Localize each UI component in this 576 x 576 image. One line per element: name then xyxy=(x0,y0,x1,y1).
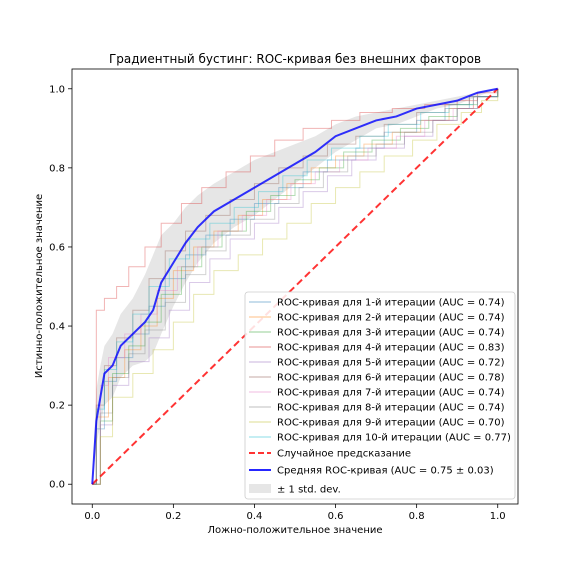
legend-label: Случайное предсказание xyxy=(277,449,411,460)
legend-entry: ROC-кривая для 9-й итерации (AUC = 0.70) xyxy=(249,418,505,429)
legend-entry: ROC-кривая для 1-й итерации (AUC = 0.74) xyxy=(249,298,505,309)
legend-entry: ROC-кривая для 2-й итерации (AUC = 0.74) xyxy=(249,313,505,324)
legend-entry: ROC-кривая для 6-й итерации (AUC = 0.78) xyxy=(249,373,505,384)
y-tick-label: 0.8 xyxy=(49,163,65,174)
x-tick-label: 0.6 xyxy=(328,511,344,522)
legend-label: ROC-кривая для 2-й итерации (AUC = 0.74) xyxy=(277,313,505,324)
x-tick-label: 0.2 xyxy=(165,511,181,522)
legend-entry: ROC-кривая для 10-й итерации (AUC = 0.77… xyxy=(249,433,511,444)
legend-entry: ROC-кривая для 4-й итерации (AUC = 0.83) xyxy=(249,343,505,354)
x-tick-label: 0.0 xyxy=(84,511,100,522)
y-tick-label: 0.4 xyxy=(49,322,65,333)
chart-title: Градиентный бустинг: ROC-кривая без внеш… xyxy=(109,52,481,66)
y-tick-label: 0.0 xyxy=(49,480,65,491)
legend-entry: ROC-кривая для 5-й итерации (AUC = 0.72) xyxy=(249,358,505,369)
x-tick-label: 0.4 xyxy=(247,511,263,522)
y-axis-label: Истинно-положительное значение xyxy=(34,194,45,378)
legend-entry: ROC-кривая для 8-й итерации (AUC = 0.74) xyxy=(249,403,505,414)
legend-label: ROC-кривая для 10-й итерации (AUC = 0.77… xyxy=(277,433,511,444)
legend: ROC-кривая для 1-й итерации (AUC = 0.74)… xyxy=(245,292,515,499)
x-tick-label: 0.8 xyxy=(409,511,425,522)
legend-label: ROC-кривая для 9-й итерации (AUC = 0.70) xyxy=(277,418,505,429)
legend-label: ROC-кривая для 5-й итерации (AUC = 0.72) xyxy=(277,358,505,369)
y-tick-label: 0.2 xyxy=(49,401,65,412)
legend-label: ROC-кривая для 3-й итерации (AUC = 0.74) xyxy=(277,328,505,339)
x-axis-label: Ложно-положительное значение xyxy=(207,525,382,536)
legend-swatch xyxy=(249,484,271,493)
legend-label: ROC-кривая для 4-й итерации (AUC = 0.83) xyxy=(277,343,505,354)
legend-label: ± 1 std. dev. xyxy=(277,485,341,496)
legend-entry: ROC-кривая для 3-й итерации (AUC = 0.74) xyxy=(249,328,505,339)
legend-entry: ROC-кривая для 7-й итерации (AUC = 0.74) xyxy=(249,388,505,399)
x-tick-label: 1.0 xyxy=(490,511,506,522)
legend-label: ROC-кривая для 6-й итерации (AUC = 0.78) xyxy=(277,373,505,384)
legend-label: ROC-кривая для 1-й итерации (AUC = 0.74) xyxy=(277,298,505,309)
legend-label: ROC-кривая для 8-й итерации (AUC = 0.74) xyxy=(277,403,505,414)
legend-label: ROC-кривая для 7-й итерации (AUC = 0.74) xyxy=(277,388,505,399)
legend-entry: Средняя ROC-кривая (AUC = 0.75 ± 0.03) xyxy=(249,466,494,477)
y-tick-label: 1.0 xyxy=(49,84,65,95)
legend-label: Средняя ROC-кривая (AUC = 0.75 ± 0.03) xyxy=(277,466,494,477)
y-tick-label: 0.6 xyxy=(49,242,65,253)
